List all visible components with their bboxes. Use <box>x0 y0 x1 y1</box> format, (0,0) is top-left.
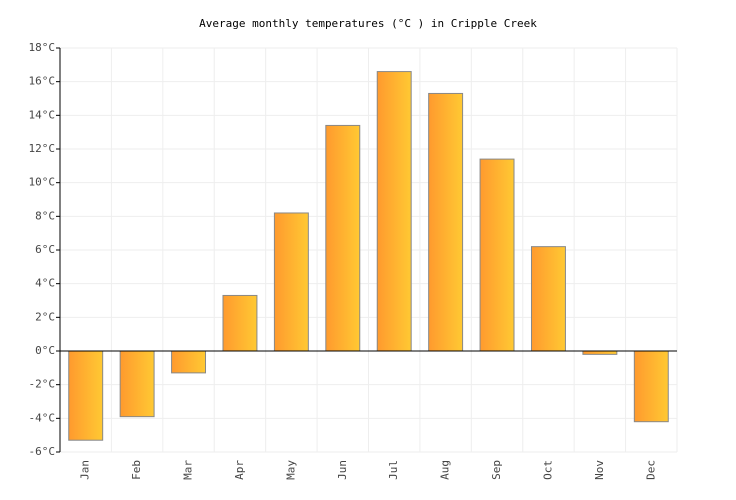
bar <box>376 71 412 352</box>
bar <box>222 294 258 352</box>
bar <box>325 124 361 352</box>
y-tick-label: 0°C <box>35 344 55 357</box>
y-tick-label: 12°C <box>29 142 56 155</box>
x-tick-label: Jan <box>79 460 92 480</box>
y-tick-label: -2°C <box>29 378 56 391</box>
bar <box>119 350 155 418</box>
bar <box>171 350 207 374</box>
x-tick-label: Aug <box>439 460 452 480</box>
y-tick-label: 18°C <box>29 41 56 54</box>
chart-title: Average monthly temperatures (°C ) in Cr… <box>199 17 537 30</box>
y-tick-label: -6°C <box>29 445 56 458</box>
x-tick-label: Dec <box>644 460 657 480</box>
y-tick-label: 6°C <box>35 243 55 256</box>
bar <box>273 212 309 352</box>
bar <box>582 350 618 355</box>
x-tick-label: Jun <box>336 460 349 480</box>
x-tick-label: Nov <box>593 460 606 480</box>
bar <box>68 350 104 441</box>
y-tick-label: 16°C <box>29 75 56 88</box>
y-tick-label: 4°C <box>35 277 55 290</box>
bar <box>633 350 669 423</box>
x-tick-label: Oct <box>541 460 554 480</box>
x-tick-label: Mar <box>182 460 195 480</box>
bar <box>479 158 515 352</box>
x-tick-label: Sep <box>490 460 503 480</box>
x-tick-label: Feb <box>130 460 143 480</box>
y-tick-label: -4°C <box>29 411 56 424</box>
x-tick-label: Apr <box>233 460 246 480</box>
x-tick-label: Jul <box>387 460 400 480</box>
y-tick-label: 10°C <box>29 176 56 189</box>
y-tick-label: 14°C <box>29 108 56 121</box>
bar <box>530 246 566 352</box>
bar <box>428 92 464 352</box>
y-tick-label: 2°C <box>35 310 55 323</box>
x-tick-label: May <box>284 460 297 480</box>
y-tick-label: 8°C <box>35 209 55 222</box>
